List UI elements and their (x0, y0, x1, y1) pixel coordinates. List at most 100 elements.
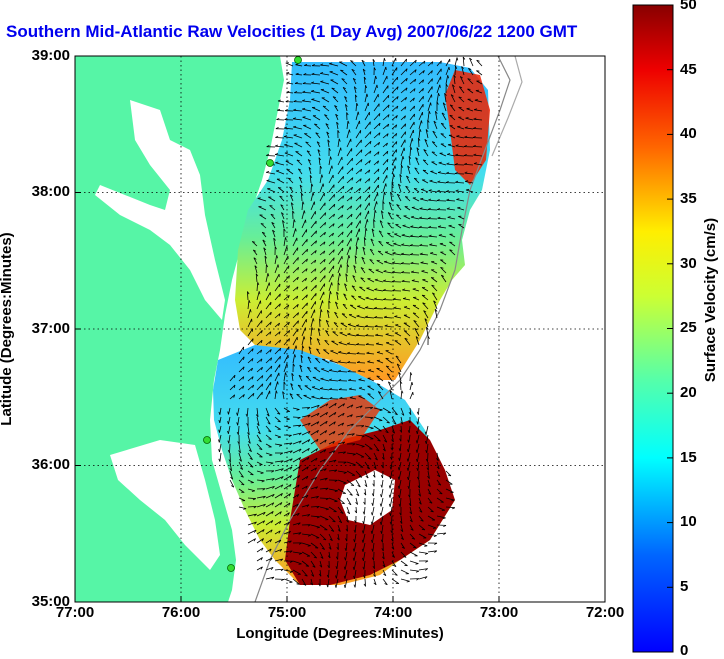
velocity-arrow-head (316, 496, 319, 499)
velocity-arrow (400, 106, 407, 112)
velocity-arrow (291, 373, 294, 382)
velocity-arrow (265, 349, 272, 355)
velocity-arrow (355, 246, 357, 256)
velocity-arrow-head (425, 568, 428, 571)
velocity-arrow-head (415, 563, 419, 565)
velocity-arrow-head (313, 556, 317, 559)
velocity-arrow (400, 416, 403, 425)
velocity-arrow (247, 348, 254, 355)
velocity-arrow (393, 307, 402, 310)
velocity-arrow (425, 425, 429, 435)
velocity-arrow (295, 73, 303, 76)
velocity-arrow-head (354, 520, 357, 524)
velocity-arrow-head (292, 210, 295, 214)
velocity-arrow (256, 383, 264, 391)
velocity-arrow (346, 246, 351, 256)
velocity-arrow (410, 263, 420, 265)
velocity-arrow-head (280, 460, 284, 463)
velocity-arrow-head (427, 207, 431, 210)
velocity-arrow-head (242, 366, 245, 370)
velocity-arrow (355, 168, 362, 175)
velocity-arrow-head (391, 182, 394, 186)
velocity-arrow (385, 365, 393, 373)
velocity-arrow-head (352, 548, 355, 552)
velocity-arrow (346, 238, 352, 247)
velocity-arrow-head (386, 373, 390, 376)
data-gap (340, 470, 395, 525)
velocity-arrow (292, 219, 295, 229)
velocity-arrow-head (388, 503, 391, 507)
velocity-arrow-head (416, 476, 420, 480)
velocity-arrow-head (358, 387, 362, 389)
radar-station (294, 56, 302, 64)
velocity-arrow (382, 104, 390, 112)
velocity-arrow (409, 138, 413, 148)
velocity-arrow (364, 443, 373, 450)
velocity-arrow (418, 568, 428, 571)
velocity-arrow-head (269, 539, 273, 543)
velocity-arrow (452, 84, 456, 94)
velocity-arrow (373, 425, 382, 432)
velocity-arrow (427, 452, 429, 462)
velocity-arrow (344, 578, 348, 588)
velocity-arrow (283, 265, 290, 274)
velocity-arrow-head (415, 336, 419, 339)
velocity-arrow (305, 141, 312, 148)
velocity-arrow (283, 338, 290, 346)
velocity-arrow-head (261, 320, 263, 324)
velocity-arrow-head (324, 267, 326, 271)
velocity-arrow-head (360, 204, 362, 208)
velocity-arrow-head (289, 442, 293, 446)
velocity-arrow-head (347, 369, 351, 372)
velocity-arrow-head (243, 508, 247, 510)
velocity-arrow (337, 247, 344, 256)
velocity-arrow-head (346, 519, 349, 523)
velocity-arrow (247, 434, 251, 444)
velocity-arrow (380, 515, 384, 525)
velocity-arrow (310, 276, 317, 283)
velocity-arrow-head (386, 421, 390, 424)
velocity-arrow-head (366, 467, 370, 470)
velocity-arrow (391, 533, 394, 542)
velocity-arrow-head (327, 309, 330, 313)
velocity-arrow (329, 71, 339, 76)
velocity-arrow (319, 458, 326, 463)
velocity-arrow-head (440, 133, 444, 135)
velocity-arrow-head (373, 297, 377, 300)
velocity-arrow (346, 506, 350, 514)
velocity-arrow-head (323, 241, 326, 245)
velocity-arrow (364, 93, 368, 103)
velocity-arrow (418, 479, 420, 489)
velocity-arrow-head (398, 494, 400, 498)
velocity-arrow-head (412, 288, 416, 290)
velocity-arrow-head (365, 306, 369, 309)
velocity-arrow (292, 494, 299, 499)
velocity-arrow-head (357, 485, 361, 488)
velocity-arrow-head (303, 210, 306, 214)
velocity-arrow (409, 97, 415, 103)
velocity-arrow-head (420, 197, 424, 200)
velocity-arrow (256, 547, 264, 553)
velocity-arrow (364, 407, 373, 409)
velocity-arrow-head (241, 483, 245, 486)
velocity-arrow-head (362, 520, 365, 525)
velocity-arrow-head (352, 275, 356, 278)
velocity-arrow-head (316, 348, 320, 351)
velocity-arrow-head (378, 142, 380, 146)
velocity-arrow (256, 358, 263, 364)
velocity-arrow (252, 249, 258, 256)
x-axis-label: Longitude (Degrees:Minutes) (236, 625, 444, 642)
velocity-arrow (283, 425, 291, 428)
velocity-arrow (319, 283, 326, 292)
velocity-arrow (428, 199, 438, 202)
velocity-arrow (468, 68, 474, 76)
velocity-arrow-head (368, 458, 372, 460)
velocity-arrow-head (356, 314, 360, 317)
velocity-arrow-head (342, 176, 344, 180)
velocity-arrow-head (316, 430, 319, 434)
velocity-arrow (310, 515, 320, 518)
velocity-arrow (373, 488, 375, 497)
velocity-arrow-head (236, 431, 239, 435)
velocity-arrow (247, 309, 251, 319)
velocity-arrow (337, 422, 344, 427)
